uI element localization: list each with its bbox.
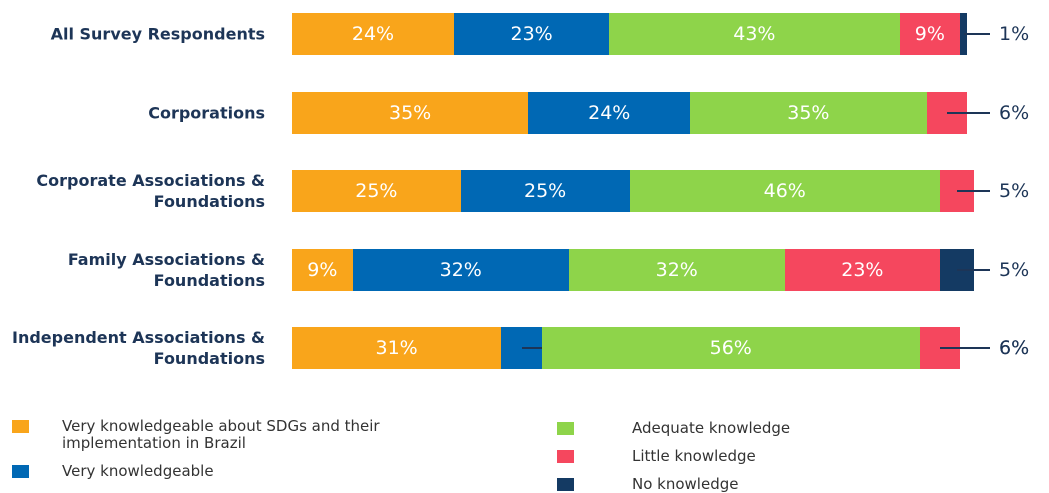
value-label: 1%	[999, 23, 1030, 45]
legend-label: Adequate knowledge	[632, 419, 791, 437]
value-label: 24%	[588, 101, 631, 124]
bar-segment: 25%	[292, 170, 461, 212]
value-label: 9%	[914, 23, 945, 45]
value-label: 35%	[787, 101, 830, 124]
bar-segment: 9%	[899, 13, 961, 55]
legend-label: No knowledge	[632, 475, 739, 493]
category-label: Corporations	[148, 103, 265, 122]
bar-segment: 56%	[541, 327, 920, 369]
bar-segment: 9%	[292, 248, 353, 291]
legend-label: Very knowledgeable about SDGs and their …	[62, 417, 380, 452]
value-label: 9%	[307, 258, 338, 281]
value-label: 6%	[999, 337, 1030, 359]
leader-line	[940, 347, 990, 349]
leader-line	[946, 111, 990, 114]
value-label: 23%	[510, 23, 553, 45]
leader-line	[963, 33, 990, 35]
value-label: 25%	[524, 180, 567, 202]
legend-swatch	[12, 420, 29, 433]
category-label: Family Associations & Foundations	[67, 249, 265, 290]
value-label: 32%	[439, 258, 482, 281]
bar-segment: 23%	[454, 13, 610, 55]
bar-segment: 35%	[690, 91, 927, 134]
value-label: 46%	[763, 180, 806, 202]
bar-segment: 32%	[568, 248, 785, 291]
leader-line	[956, 190, 990, 192]
bar-segment: 46%	[629, 170, 940, 212]
bar-segment: 35%	[292, 91, 529, 134]
category-label: Corporate Associations & Foundations	[36, 171, 265, 211]
bar-segment: 24%	[292, 13, 454, 55]
value-label: 31%	[375, 337, 418, 359]
value-label: 6%	[999, 101, 1030, 124]
legend-swatch	[12, 465, 29, 478]
value-label: 5%	[999, 258, 1030, 281]
category-label: Independent Associations & Foundations	[11, 328, 265, 368]
leader-line	[956, 268, 990, 271]
bar-segment: 31%	[292, 327, 502, 369]
legend-swatch	[557, 422, 574, 435]
bar-segment: 43%	[609, 13, 900, 55]
value-label: 25%	[355, 180, 398, 202]
bar-segment: 32%	[352, 248, 569, 291]
value-label: 23%	[841, 258, 884, 281]
value-label: 5%	[999, 180, 1030, 202]
bar-segment: 25%	[460, 170, 630, 212]
value-label: 35%	[389, 101, 432, 124]
legend-label: Very knowledgeable	[62, 462, 214, 480]
category-label: All Survey Respondents	[50, 24, 265, 44]
value-label: 6%	[999, 337, 1030, 359]
legend-swatch	[557, 450, 574, 463]
legend-swatch	[557, 478, 574, 491]
bar-segment: 24%	[528, 91, 691, 134]
value-label: 24%	[351, 23, 395, 45]
value-label: 43%	[733, 23, 776, 45]
bar-segment: 23%	[784, 248, 940, 291]
legend-label: Little knowledge	[632, 447, 756, 465]
value-label: 32%	[655, 258, 698, 281]
value-label: 56%	[709, 337, 752, 359]
